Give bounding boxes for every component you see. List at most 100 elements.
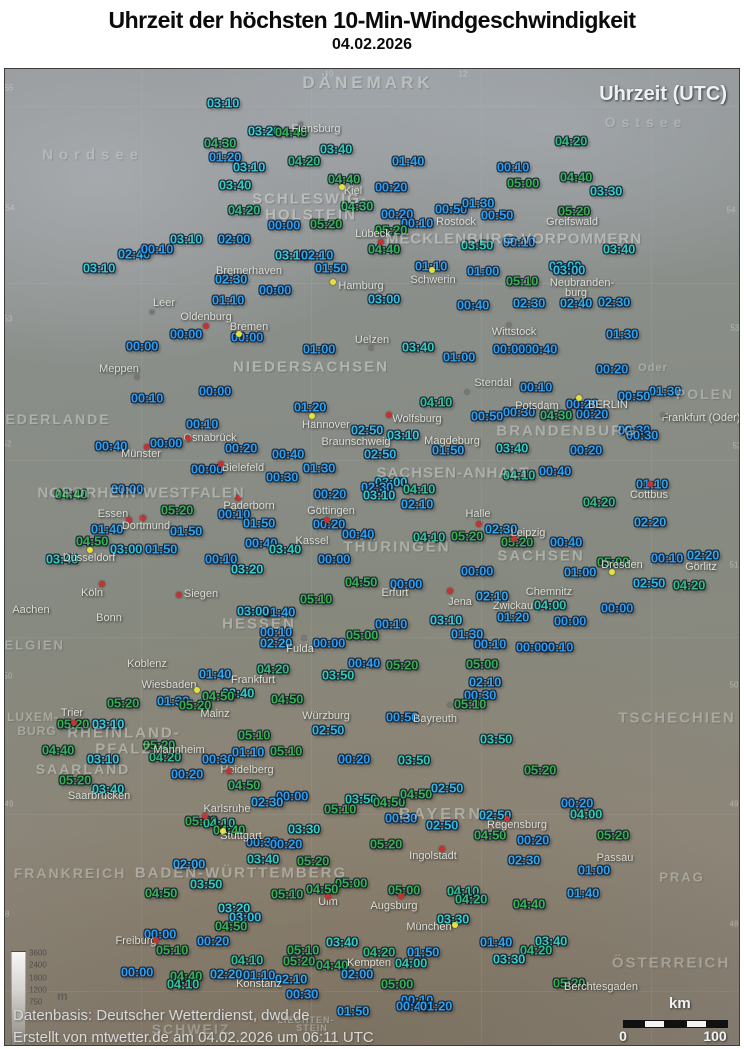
time-label: 01:30	[605, 326, 639, 342]
time-label: 04:50	[399, 786, 433, 802]
time-label: 00:00	[317, 551, 351, 567]
city-label: Hamburg	[338, 280, 384, 292]
time-label: 04:40	[559, 169, 593, 185]
time-label: 01:30	[302, 460, 336, 476]
city-label: Cottbus	[630, 489, 668, 501]
time-label: 00:40	[395, 998, 429, 1014]
city-dot	[448, 703, 452, 707]
city-label: Hannover	[302, 419, 350, 431]
time-label: 03:40	[91, 781, 125, 797]
time-label: 01:40	[566, 885, 600, 901]
time-label: 05:20	[369, 836, 403, 852]
time-label: 03:00	[236, 603, 270, 619]
city-label: Leer	[152, 297, 176, 309]
time-label: 03:40	[401, 339, 435, 355]
region-label: BRANDENBURG	[496, 422, 638, 440]
time-label: 00:00	[198, 383, 232, 399]
time-label: 00:40	[341, 526, 375, 542]
time-label: 00:10	[259, 624, 293, 640]
city-label: Siegen	[183, 588, 219, 600]
city-label: Zwickau	[492, 600, 534, 612]
time-label: 04:00	[394, 955, 428, 971]
time-label: 02:20	[209, 966, 243, 982]
time-label: 05:00	[465, 656, 499, 672]
time-label: 05:20	[184, 813, 218, 829]
time-label: 02:10	[274, 971, 308, 987]
time-label: 00:00	[553, 613, 587, 629]
region-label: PFALZ	[95, 740, 153, 758]
time-label: 02:30	[597, 294, 631, 310]
city-dot	[447, 588, 453, 594]
city-label: Jena	[448, 596, 472, 608]
time-label: 00:10	[204, 551, 238, 567]
time-label: 05:00	[334, 875, 368, 891]
time-label: 05:00	[387, 882, 421, 898]
city-dot	[452, 922, 458, 928]
city-label: Frankfurt (Oder)	[661, 412, 740, 424]
time-label: 04:30	[340, 198, 374, 214]
time-label: 04:20	[582, 494, 616, 510]
time-label: 03:10	[386, 427, 420, 443]
region-label: SACHSEN	[497, 547, 585, 565]
time-label: 05:20	[523, 762, 557, 778]
time-label: 00:30	[625, 427, 659, 443]
time-label: 03:40	[45, 551, 79, 567]
time-label: 00:10	[473, 636, 507, 652]
time-label: 00:00	[169, 326, 203, 342]
time-label: 03:40	[268, 541, 302, 557]
time-label: 02:50	[632, 575, 666, 591]
time-label: 00:10	[185, 416, 219, 432]
region-label: SCHLESWIG-	[252, 190, 368, 208]
time-label: 04:20	[454, 891, 488, 907]
graticule-degree-label: 55	[4, 83, 14, 93]
elevation-value-label: 1800	[29, 973, 47, 983]
city-dot	[135, 375, 139, 379]
time-label: 03:30	[492, 951, 526, 967]
time-label: 01:30	[461, 195, 495, 211]
region-label: BADEN-WÜRTTEMBERG	[134, 864, 348, 882]
time-label: 02:30	[507, 852, 541, 868]
region-label: LUXEM-	[7, 710, 59, 724]
graticule-degree-label: 54	[726, 205, 736, 215]
time-label: 03:20	[247, 123, 281, 139]
time-label: 00:10	[519, 379, 553, 395]
city-dot	[378, 239, 384, 245]
city-dot	[71, 720, 77, 726]
city-label: Würzburg	[302, 710, 350, 722]
city-label: Neubranden-	[549, 277, 615, 289]
time-label: 04:20	[256, 661, 290, 677]
graticule-line	[5, 460, 739, 461]
time-label: 04:40	[54, 486, 88, 502]
time-label: 03:30	[589, 183, 623, 199]
time-label: 05:10	[323, 801, 357, 817]
city-dot	[339, 184, 345, 190]
city-dot	[194, 687, 200, 693]
graticule-line	[5, 637, 739, 638]
time-label: 04:10	[419, 394, 453, 410]
region-label: ÖSTERREICH	[611, 954, 731, 972]
scalebar-segment	[644, 1020, 665, 1028]
time-label: 03:00	[367, 291, 401, 307]
city-label: Greifswald	[546, 216, 598, 228]
city-dot	[218, 461, 224, 467]
city-label: Chemnitz	[525, 586, 573, 598]
time-label: 04:20	[148, 749, 182, 765]
city-dot	[153, 937, 159, 943]
time-label: 02:20	[686, 547, 720, 563]
time-label: 01:50	[144, 541, 178, 557]
scalebar-start-label: 0	[619, 1028, 627, 1044]
time-label: 04:00	[533, 597, 567, 613]
time-label: 00:40	[94, 438, 128, 454]
region-label: NORDRHEIN-WESTFALEN	[37, 484, 245, 502]
time-label: 03:10	[86, 751, 120, 767]
time-label: 01:10	[414, 258, 448, 274]
time-label: 04:40	[41, 742, 75, 758]
city-dot	[99, 581, 105, 587]
time-label: 00:10	[496, 159, 530, 175]
time-label: 03:10	[362, 487, 396, 503]
time-label: 00:10	[217, 506, 251, 522]
region-label: STEIN	[296, 1023, 328, 1033]
region-label: BAYERN	[398, 806, 484, 823]
scalebar-segment	[707, 1020, 728, 1028]
time-label: 00:20	[565, 396, 599, 412]
